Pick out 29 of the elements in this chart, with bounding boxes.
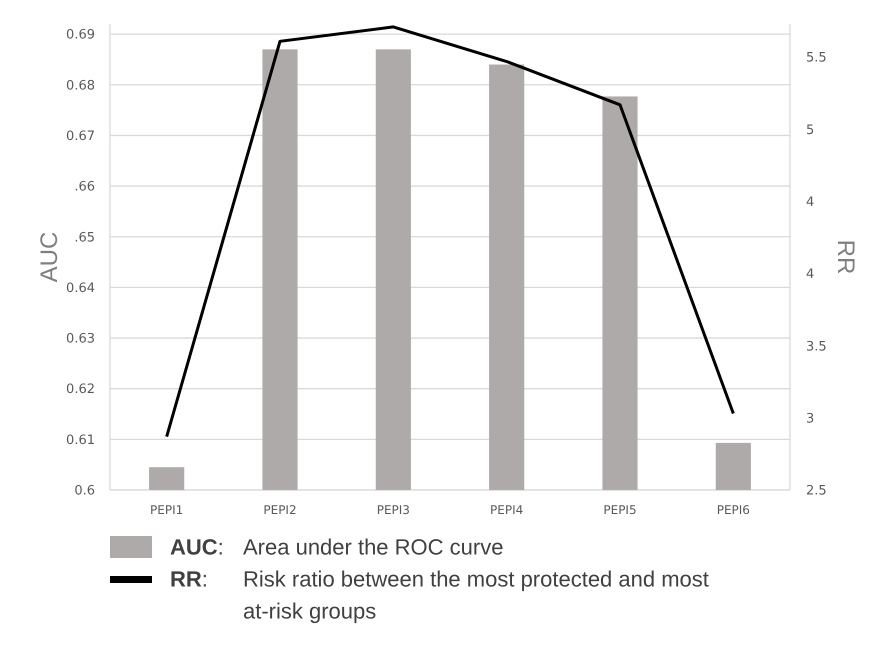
y2-tick-label: 3 bbox=[806, 411, 814, 426]
y-axis-title: AUC bbox=[36, 232, 63, 282]
y2-tick-label: 5 bbox=[806, 122, 814, 138]
y-tick-label: 0.63 bbox=[66, 332, 95, 347]
legend-label: RR bbox=[170, 566, 202, 592]
text: : Risk ratio between the most protected and most at-risk groups bbox=[202, 566, 709, 624]
x-tick-label: PEPI2 bbox=[263, 503, 297, 517]
y-tick-label: 0.61 bbox=[66, 432, 95, 448]
y-tick-label: 0.68 bbox=[66, 78, 95, 94]
x-tick-label: PEPI4 bbox=[490, 503, 524, 517]
y2-tick-label: 3.5 bbox=[806, 339, 827, 354]
line-series bbox=[165, 25, 735, 438]
y2-tick-label: 4 bbox=[806, 267, 814, 282]
y-tick-label: 0.6 bbox=[74, 484, 95, 499]
x-tick-label: PEPI5 bbox=[603, 503, 637, 517]
y-tick-label: 0.64 bbox=[66, 280, 95, 296]
y-tick-label: .65 bbox=[74, 230, 95, 246]
x-tick-label: PEPI1 bbox=[150, 503, 184, 517]
y-tick-label: 0.69 bbox=[66, 28, 95, 43]
x-tick-label: PEPI3 bbox=[376, 503, 410, 517]
y-tick-label: .66 bbox=[74, 180, 95, 195]
y2-tick-label: 4 bbox=[806, 195, 814, 210]
legend-label: AUC bbox=[170, 534, 218, 560]
y2-tick-label: 2.5 bbox=[806, 484, 827, 499]
y-tick-label: 0.67 bbox=[66, 128, 95, 144]
y-tick-label: 0.62 bbox=[66, 382, 95, 398]
y2-axis-title: RR bbox=[832, 240, 859, 274]
x-tick-label: PEPI6 bbox=[716, 503, 750, 517]
y2-tick-label: 5.5 bbox=[806, 50, 827, 66]
